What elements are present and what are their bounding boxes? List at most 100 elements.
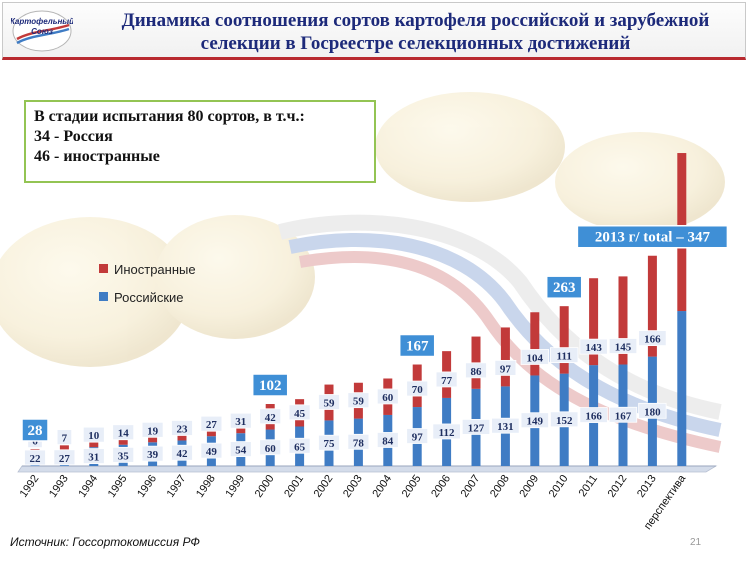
- value-label-russian-1996: 39: [147, 449, 159, 461]
- svg-text:Союз: Союз: [31, 27, 53, 36]
- slide-title: Динамика соотношения сортов картофеля ро…: [83, 9, 748, 55]
- value-label-foreign-1993-box: [56, 429, 73, 445]
- value-label-foreign-2012: 145: [615, 342, 632, 354]
- value-labels-group: 2262773110351439194223492754316042654575…: [24, 330, 667, 466]
- x-tick-2004: 2004: [370, 473, 394, 500]
- value-label-russian-1998: 49: [206, 446, 218, 458]
- value-label-foreign-2013-box: [638, 330, 667, 347]
- value-label-foreign-1993: 7: [62, 433, 68, 445]
- value-label-russian-2001: 65: [294, 441, 306, 453]
- value-label-russian-1997-box: [171, 444, 193, 461]
- legend-swatch-russian: [99, 292, 108, 301]
- value-label-foreign-1994-box: [82, 426, 105, 443]
- bar-foreign-2013: [647, 255, 657, 357]
- legend-swatch-foreign: [99, 264, 108, 273]
- total-callout-2005: 167: [406, 339, 429, 355]
- value-label-foreign-2003-box: [347, 392, 370, 409]
- value-label-russian-2013-box: [638, 402, 667, 419]
- value-label-foreign-2002: 59: [324, 397, 336, 409]
- value-label-russian-2005: 97: [412, 432, 424, 444]
- value-label-russian-2003: 78: [353, 437, 365, 449]
- x-tick-1994: 1994: [76, 473, 100, 500]
- value-label-russian-2009-box: [520, 412, 549, 429]
- value-label-russian-2002: 75: [324, 438, 336, 450]
- value-label-russian-2004: 84: [382, 435, 394, 447]
- value-label-foreign-2011: 143: [585, 342, 602, 354]
- legend: Иностранные Российские: [99, 262, 196, 305]
- value-label-russian-2010-box: [550, 411, 579, 428]
- value-label-foreign-2001-box: [288, 404, 311, 421]
- info-line-3: 46 - иностранные: [34, 148, 160, 165]
- x-tick-2005: 2005: [400, 473, 424, 500]
- value-label-russian-2009: 149: [527, 416, 544, 428]
- value-label-russian-2007: 127: [468, 422, 485, 434]
- value-label-russian-2001-box: [288, 437, 311, 454]
- source-note: Источник: Госсортокомиссия РФ: [10, 535, 200, 549]
- x-tick-2002: 2002: [312, 473, 336, 500]
- value-label-foreign-2013: 166: [644, 334, 661, 346]
- testing-info-box: В стадии испытания 80 сортов, в т.ч.: 34…: [24, 100, 376, 183]
- value-label-foreign-1996: 19: [147, 425, 159, 437]
- value-label-russian-2008: 131: [497, 421, 514, 433]
- value-label-russian-2010: 152: [556, 415, 573, 427]
- slide-number: 21: [690, 537, 702, 548]
- value-label-russian-2011-box: [579, 407, 608, 423]
- value-label-russian-2011: 166: [585, 411, 602, 423]
- value-label-foreign-1999-box: [229, 412, 252, 429]
- value-label-foreign-2010: 111: [557, 351, 572, 363]
- value-label-foreign-2001: 45: [294, 408, 306, 420]
- value-label-russian-1996-box: [141, 445, 164, 462]
- value-label-russian-1999-box: [229, 441, 252, 457]
- value-label-foreign-1996-box: [141, 421, 164, 438]
- x-tick-2012: 2012: [606, 473, 630, 500]
- value-label-foreign-2010-box: [550, 347, 579, 364]
- value-label-russian-2013: 180: [644, 406, 661, 418]
- value-label-foreign-1999: 31: [235, 416, 246, 428]
- total-callout-box-2013: [576, 224, 729, 249]
- value-label-foreign-1998-box: [200, 415, 223, 432]
- total-callout-2000: 102: [259, 378, 282, 394]
- bar-foreign-2012: [618, 276, 628, 365]
- background-illustration: [0, 92, 725, 453]
- value-label-foreign-2008: 97: [500, 363, 512, 375]
- value-label-russian-1993-box: [53, 449, 76, 466]
- x-tick-2011: 2011: [577, 473, 600, 499]
- x-tick-1997: 1997: [165, 473, 189, 500]
- value-label-russian-2012: 167: [615, 410, 632, 422]
- x-tick-2009: 2009: [517, 473, 541, 500]
- info-line-1: В стадии испытания 80 сортов, в т.ч.:: [34, 108, 305, 125]
- total-callouts-group: 28 102 167 263 2013 г/ total – 347: [21, 224, 729, 442]
- value-label-foreign-1995-box: [112, 424, 135, 441]
- header-band: Картофельный Союз Динамика соотношения с…: [2, 2, 746, 60]
- bar-foreign-1995: [118, 436, 128, 445]
- total-callout-box-1992: [21, 418, 49, 442]
- value-label-foreign-2009-box: [520, 349, 549, 365]
- total-callout-1992: 28: [28, 423, 43, 439]
- total-callout-box-2000: [251, 373, 289, 397]
- x-tick-2000: 2000: [253, 473, 277, 500]
- value-label-foreign-1997: 23: [177, 423, 189, 435]
- value-label-russian-1998-box: [200, 442, 223, 459]
- x-tick-1998: 1998: [194, 473, 218, 500]
- value-label-foreign-2004-box: [376, 388, 399, 405]
- x-tick-1992: 1992: [18, 473, 42, 500]
- value-label-russian-2008-box: [491, 417, 520, 434]
- total-callout-box-2005: [398, 333, 436, 358]
- value-label-russian-1993: 27: [59, 453, 71, 465]
- x-tick-2008: 2008: [488, 473, 512, 500]
- x-tick-2007: 2007: [459, 473, 483, 500]
- value-label-foreign-2007: 86: [471, 366, 483, 378]
- x-tick-labels-group: 1992 1993 1994 1995 1996 1997 1998 1999 2000 2001…: [18, 472, 689, 532]
- value-label-russian-1992-box: [24, 449, 46, 466]
- value-label-foreign-2005: 70: [412, 384, 424, 396]
- total-callout-2013: 2013 г/ total – 347: [595, 230, 711, 246]
- x-tick-2001: 2001: [282, 473, 306, 500]
- value-label-foreign-2007-box: [465, 362, 487, 379]
- value-label-russian-2000-box: [259, 439, 282, 456]
- value-label-russian-1992: 22: [30, 453, 42, 465]
- svg-text:Картофельный: Картофельный: [11, 17, 73, 26]
- value-label-foreign-2002-box: [318, 394, 340, 410]
- value-label-foreign-2012-box: [608, 338, 638, 354]
